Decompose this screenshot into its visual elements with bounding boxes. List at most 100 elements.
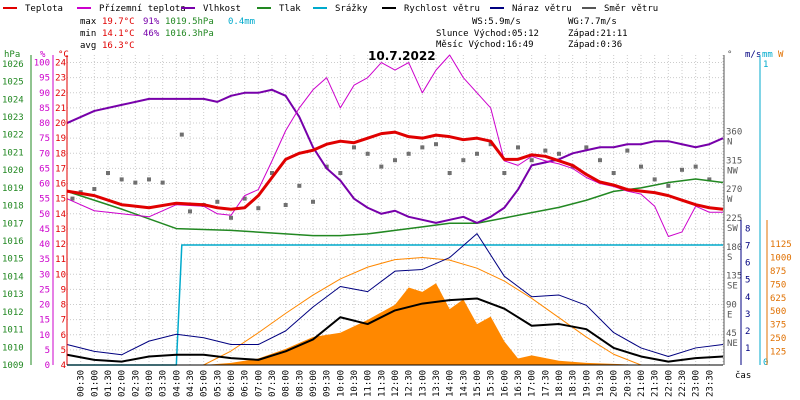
wind-direction-dot [215, 199, 220, 204]
tick-celsius: 22 [55, 89, 66, 99]
wind-direction-dot [406, 151, 411, 156]
tick-x: 20:30 [623, 370, 633, 397]
tick-hpa: 1023 [2, 113, 24, 123]
tick-x: 06:00 [227, 370, 237, 397]
tick-pct: 60 [39, 180, 50, 190]
tick-celsius: 15 [55, 195, 66, 205]
tick-w: 375 [770, 321, 786, 331]
wind-direction-dot [475, 151, 479, 156]
tick-x: 00:30 [77, 370, 87, 397]
tick-celsius: 14 [55, 210, 66, 220]
tick-direction: 135 [726, 272, 742, 282]
tick-celsius: 20 [55, 119, 66, 129]
tick-direction-label: SW [727, 224, 738, 234]
tick-hpa: 1014 [2, 272, 24, 282]
tick-x: 07:30 [268, 370, 278, 397]
tick-hpa: 1021 [2, 148, 24, 158]
tick-x: 13:30 [432, 370, 442, 397]
tick-pct: 100 [34, 59, 50, 69]
wind-direction-dot [311, 199, 315, 204]
wind-direction-dot [92, 187, 97, 191]
tick-celsius: 17 [55, 164, 66, 174]
stat-max-rain: 0.4mm [228, 17, 255, 27]
tick-x: 16:00 [500, 370, 510, 397]
wind-direction-dot [557, 151, 561, 156]
tick-x: 16:30 [514, 370, 524, 397]
tick-pct: 45 [39, 225, 50, 235]
tick-w: 250 [770, 334, 786, 344]
tick-x: 01:30 [104, 370, 114, 397]
wind-direction-dot [461, 158, 466, 163]
tick-x: 02:30 [131, 370, 141, 397]
wind-direction-dot [160, 180, 165, 185]
legend-label: Vlhkost [203, 4, 241, 14]
chart-title: 10.7.2022 [368, 49, 436, 63]
wind-direction-dot [625, 148, 630, 153]
stat-sun-set: Západ:21:11 [568, 29, 628, 39]
tick-w: 750 [770, 280, 786, 290]
tick-direction-label: S [727, 253, 732, 263]
tick-ms: 8 [745, 225, 750, 235]
tick-direction-label: SE [727, 282, 738, 292]
stat-min-temp: 14.1°C [102, 29, 135, 39]
tick-hpa: 1020 [2, 166, 24, 176]
legend-label: Přízemní teplota [99, 4, 186, 14]
tick-x: 20:00 [610, 370, 620, 397]
tick-direction: 315 [726, 156, 742, 166]
wind-direction-dot [598, 158, 602, 163]
wind-direction-dot [707, 177, 712, 182]
tick-celsius: 10 [55, 270, 66, 280]
stat-sun: Slunce Východ:05:12 [436, 29, 539, 39]
stat-moon: Měsíc Východ:16:49 [436, 40, 534, 50]
tick-x: 08:00 [282, 370, 292, 397]
tick-hpa: 1013 [2, 290, 24, 300]
tick-pct: 30 [39, 270, 50, 280]
temperature-line [66, 130, 724, 211]
wind-direction-dot [666, 183, 671, 188]
wind-direction-dot [352, 145, 356, 150]
wind-direction-dot [693, 164, 698, 169]
tick-celsius: 8 [61, 301, 66, 311]
tick-direction: 270 [726, 185, 742, 195]
stat-wg: WG:7.7m/s [568, 17, 617, 27]
tick-hpa: 1018 [2, 202, 24, 212]
humidity-line [66, 88, 724, 224]
tick-pct: 75 [39, 134, 50, 144]
wind-direction-dot [529, 158, 534, 163]
tick-w: 125 [770, 348, 786, 358]
wind-direction-dot [256, 206, 261, 211]
tick-w: 500 [770, 307, 786, 317]
legend: Teplota Přízemní teplota Vlhkost Tlak Srážky… [3, 4, 658, 14]
wind-direction-dot [365, 151, 370, 156]
tick-ms: 6 [745, 259, 750, 269]
tick-w: 875 [770, 267, 786, 277]
tick-direction-label: N [727, 138, 732, 148]
axis-label-ms: m/s [745, 50, 761, 60]
stat-max-temp: 19.7°C [102, 17, 135, 27]
stat-max-press: 1019.5hPa [165, 17, 214, 27]
tick-pct: 20 [39, 301, 50, 311]
tick-direction-label: NE [727, 339, 738, 349]
wind-direction-dot [297, 183, 302, 188]
tick-hpa: 1011 [2, 326, 24, 336]
tick-pct: 65 [39, 164, 50, 174]
wind-direction-dot [242, 196, 247, 201]
axis-label-mm: mm [762, 50, 773, 60]
tick-x: 22:30 [678, 370, 688, 397]
wind-direction-dot [680, 167, 684, 172]
tick-w: 625 [770, 294, 786, 304]
wind-direction-dot [543, 148, 548, 153]
tick-hpa: 1016 [2, 237, 24, 247]
axis-label-w: W [778, 50, 784, 60]
tick-x: 10:30 [350, 370, 360, 397]
wind-direction-dot [639, 164, 643, 169]
tick-direction-label: E [727, 310, 732, 320]
tick-x: 01:00 [90, 370, 100, 397]
tick-direction-label: NW [727, 166, 738, 176]
tick-x: 05:00 [200, 370, 210, 397]
tick-celsius: 16 [55, 180, 66, 190]
stats-header: max 19.7°C 91% 1019.5hPa 0.4mm min 14.1°… [80, 17, 628, 63]
x-axis-label: čas [735, 370, 751, 381]
tick-pct: 5 [45, 346, 50, 356]
